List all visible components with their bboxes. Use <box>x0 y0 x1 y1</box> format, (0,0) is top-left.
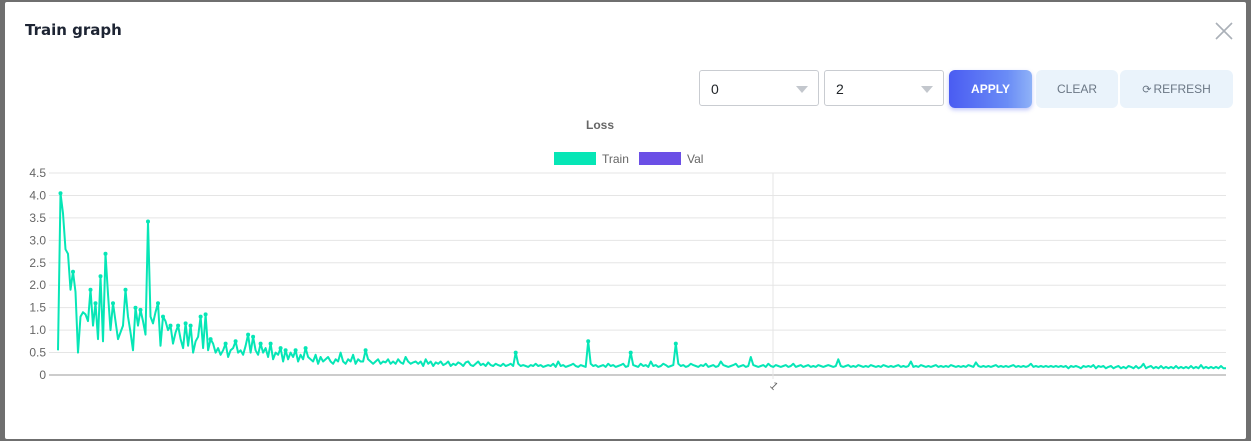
data-point <box>103 251 108 256</box>
data-point <box>98 274 103 279</box>
train-graph-modal: Train graph 0 2 APPLY CLEAR ⟳ REFRESH Los… <box>5 2 1246 439</box>
refresh-icon: ⟳ <box>1142 84 1152 96</box>
data-point <box>203 312 208 317</box>
data-point <box>123 287 128 292</box>
chevron-down-icon <box>921 86 933 93</box>
data-point <box>156 301 160 306</box>
legend-swatch-train <box>554 152 596 165</box>
clear-button[interactable]: CLEAR <box>1036 70 1118 108</box>
data-point <box>176 323 181 328</box>
data-point <box>268 341 273 346</box>
x-tick-label: 1 <box>767 380 780 393</box>
refresh-button[interactable]: ⟳ REFRESH <box>1120 70 1233 108</box>
data-point <box>146 219 150 224</box>
data-point <box>93 301 98 306</box>
apply-button[interactable]: APPLY <box>949 70 1032 108</box>
data-point <box>223 341 228 346</box>
data-point <box>293 348 298 353</box>
data-point <box>363 348 368 353</box>
data-point <box>188 323 193 328</box>
data-point <box>673 341 678 346</box>
y-tick-label: 0.5 <box>29 346 46 360</box>
y-tick-label: 1.0 <box>29 323 46 337</box>
epoch-from-value: 0 <box>711 81 719 97</box>
y-tick-label: 0 <box>39 368 46 382</box>
data-point <box>161 314 165 319</box>
legend-swatch-val <box>639 152 681 165</box>
data-point <box>258 341 263 346</box>
data-point <box>133 305 138 310</box>
series-line-train <box>57 192 1226 370</box>
data-point <box>71 269 75 274</box>
data-point <box>183 321 188 326</box>
close-icon[interactable] <box>1214 21 1234 41</box>
y-tick-label: 4.5 <box>29 166 46 180</box>
data-point <box>246 332 251 337</box>
y-tick-label: 2.5 <box>29 256 46 270</box>
data-point <box>628 350 633 355</box>
data-point <box>198 314 203 319</box>
loss-chart: Loss Train Val 0 0.5 1.0 1.5 2.0 2.5 3.0 3.5 4.0 4.5… <box>29 118 1226 393</box>
modal-title: Train graph <box>25 21 122 39</box>
data-point <box>283 348 288 353</box>
data-point <box>586 339 591 344</box>
data-point <box>58 191 63 196</box>
y-tick-label: 4.0 <box>29 188 46 202</box>
data-point <box>111 301 115 306</box>
chart-title: Loss <box>586 118 614 132</box>
legend-label-val: Val <box>687 152 703 166</box>
data-point <box>303 346 308 351</box>
data-point <box>88 287 93 292</box>
data-point <box>278 346 283 351</box>
data-point <box>233 339 238 344</box>
refresh-label: REFRESH <box>1153 82 1211 96</box>
data-point <box>251 334 256 339</box>
y-tick-label: 2.0 <box>29 278 46 292</box>
epoch-from-select[interactable]: 0 <box>699 70 819 106</box>
y-tick-label: 3.0 <box>29 233 46 247</box>
data-point <box>138 307 143 312</box>
data-point <box>208 337 213 342</box>
y-tick-label: 1.5 <box>29 301 46 315</box>
epoch-to-value: 2 <box>836 81 844 97</box>
data-point <box>513 350 518 355</box>
epoch-to-select[interactable]: 2 <box>824 70 944 106</box>
legend-label-train: Train <box>602 152 629 166</box>
chevron-down-icon <box>796 86 808 93</box>
data-point <box>168 323 173 328</box>
y-tick-label: 3.5 <box>29 211 46 225</box>
